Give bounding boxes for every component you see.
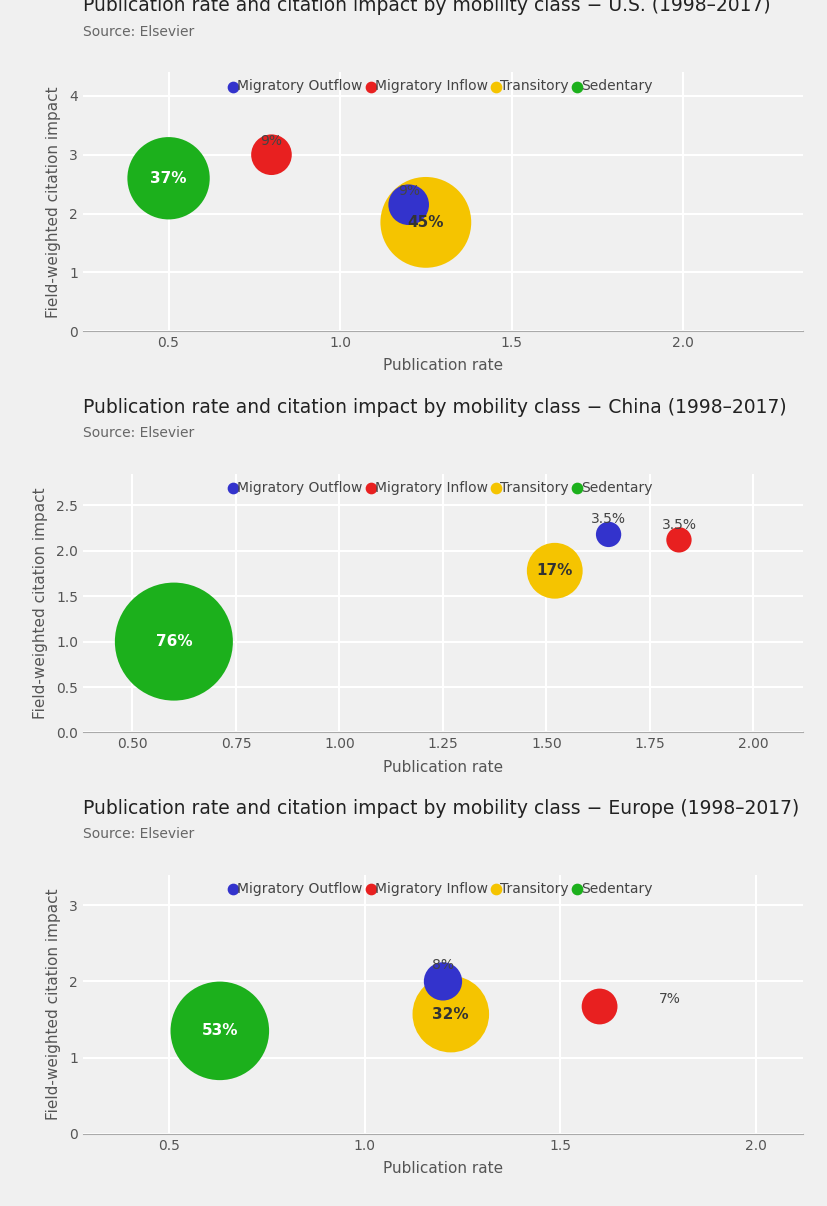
Point <box>402 195 415 215</box>
X-axis label: Publication rate: Publication rate <box>382 358 503 374</box>
Text: Publication rate and citation impact by mobility class − U.S. (1998–2017): Publication rate and citation impact by … <box>83 0 769 16</box>
Text: 9%: 9% <box>397 183 419 198</box>
Y-axis label: Field-weighted citation impact: Field-weighted citation impact <box>45 889 60 1120</box>
Point <box>167 632 180 651</box>
X-axis label: Publication rate: Publication rate <box>382 1161 503 1176</box>
Point <box>601 525 614 544</box>
Text: 32%: 32% <box>432 1007 469 1021</box>
Text: 8%: 8% <box>432 959 453 972</box>
Legend: Migratory Outflow, Migratory Inflow, Transitory, Sedentary: Migratory Outflow, Migratory Inflow, Tra… <box>232 882 653 896</box>
Point <box>443 1005 457 1024</box>
Text: Publication rate and citation impact by mobility class − China (1998–2017): Publication rate and citation impact by … <box>83 398 786 416</box>
Point <box>265 145 278 164</box>
Point <box>162 169 175 188</box>
Text: 9%: 9% <box>261 134 282 147</box>
Y-axis label: Field-weighted citation impact: Field-weighted citation impact <box>32 487 47 719</box>
Text: 45%: 45% <box>407 215 443 230</box>
Text: 76%: 76% <box>155 634 192 649</box>
Text: 37%: 37% <box>151 171 187 186</box>
Point <box>547 561 561 580</box>
Legend: Migratory Outflow, Migratory Inflow, Transitory, Sedentary: Migratory Outflow, Migratory Inflow, Tra… <box>232 80 653 93</box>
Y-axis label: Field-weighted citation impact: Field-weighted citation impact <box>45 86 60 317</box>
Text: Source: Elsevier: Source: Elsevier <box>83 827 194 841</box>
Text: Source: Elsevier: Source: Elsevier <box>83 426 194 440</box>
Point <box>672 531 685 550</box>
Text: 3.5%: 3.5% <box>661 517 696 532</box>
Legend: Migratory Outflow, Migratory Inflow, Transitory, Sedentary: Migratory Outflow, Migratory Inflow, Tra… <box>232 480 653 494</box>
Point <box>213 1021 226 1041</box>
Text: 53%: 53% <box>201 1024 238 1038</box>
Text: 7%: 7% <box>658 993 680 1007</box>
Point <box>592 997 605 1017</box>
Text: Source: Elsevier: Source: Elsevier <box>83 24 194 39</box>
Point <box>436 972 449 991</box>
Text: 3.5%: 3.5% <box>590 513 625 526</box>
Text: 17%: 17% <box>536 563 572 578</box>
X-axis label: Publication rate: Publication rate <box>382 760 503 774</box>
Text: Publication rate and citation impact by mobility class − Europe (1998–2017): Publication rate and citation impact by … <box>83 798 798 818</box>
Point <box>418 212 432 232</box>
